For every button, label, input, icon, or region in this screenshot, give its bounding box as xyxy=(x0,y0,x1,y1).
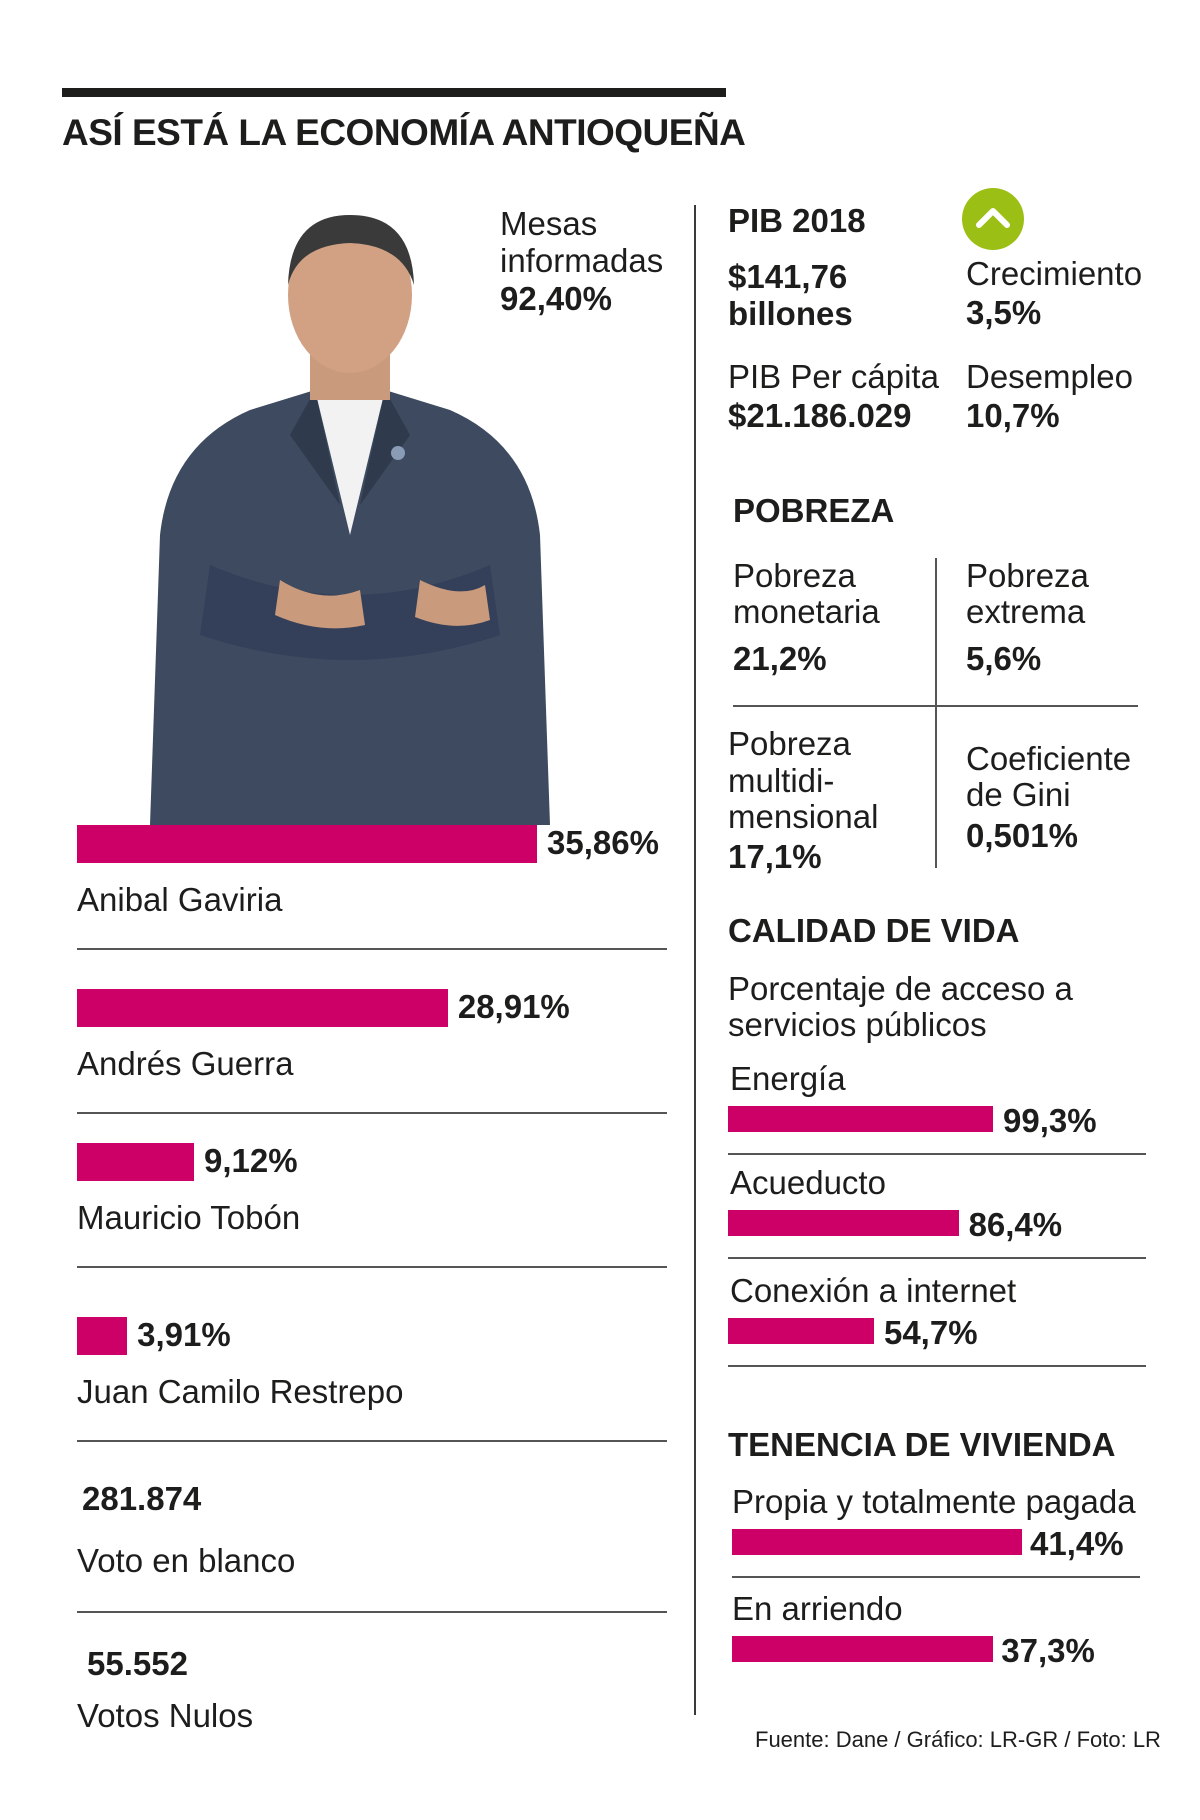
chevron-up-icon xyxy=(976,208,1010,228)
candidate-name: Andrés Guerra xyxy=(77,1045,294,1082)
candidate-bar-value: 28,91% xyxy=(457,988,570,1025)
service-label: Conexión a internet xyxy=(730,1272,1017,1309)
percapita-label: PIB Per cápita xyxy=(728,358,939,395)
service-bar xyxy=(728,1106,993,1132)
divider xyxy=(77,1611,667,1613)
pib-value-line2: billones xyxy=(728,295,853,332)
blank-vote-value: 281.874 xyxy=(82,1480,202,1517)
blank-vote-label: Voto en blanco xyxy=(77,1542,296,1579)
candidate-name: Anibal Gaviria xyxy=(77,881,283,918)
mesas-value: 92,40% xyxy=(500,280,612,317)
calidad-subtitle-line2: servicios públicos xyxy=(728,1006,987,1043)
service-label: Energía xyxy=(730,1060,846,1097)
service-bar-value: 99,3% xyxy=(1003,1102,1097,1139)
monetaria-label-line2: monetaria xyxy=(733,593,880,630)
tenencia-title: TENENCIA DE VIVIENDA xyxy=(728,1426,1116,1463)
divider xyxy=(77,948,667,950)
growth-label: Crecimiento xyxy=(966,255,1143,292)
monetaria-label-line1: Pobreza xyxy=(733,557,856,594)
candidate-bar xyxy=(77,1143,194,1181)
tenencia-bar xyxy=(732,1636,994,1662)
mesas-label-line2: informadas xyxy=(500,242,664,279)
divider xyxy=(728,1257,1146,1259)
page-title: ASÍ ESTÁ LA ECONOMÍA ANTIOQUEÑA xyxy=(62,112,746,153)
divider xyxy=(728,1365,1146,1367)
candidate-bar-value: 3,91% xyxy=(137,1316,231,1353)
divider xyxy=(77,1112,667,1114)
divider xyxy=(728,1153,1146,1155)
divider xyxy=(77,1440,667,1442)
service-bar xyxy=(728,1210,959,1236)
column-divider xyxy=(694,205,696,1715)
candidate-bar xyxy=(77,1317,128,1355)
tenencia-bar-value: 41,4% xyxy=(1030,1525,1124,1562)
service-bar xyxy=(728,1318,874,1344)
pib-title: PIB 2018 xyxy=(728,202,866,239)
null-vote-label: Votos Nulos xyxy=(77,1697,254,1734)
candidate-bar-value: 9,12% xyxy=(203,1142,298,1179)
calidad-subtitle-line1: Porcentaje de acceso a xyxy=(728,970,1073,1007)
pib-value-line1: $141,76 xyxy=(728,258,848,295)
service-label: Acueducto xyxy=(730,1164,886,1201)
gini-value: 0,501% xyxy=(966,817,1078,854)
gini-label-line1: Coeficiente xyxy=(966,740,1132,777)
pobreza-vertical-divider xyxy=(935,558,937,868)
candidate-bar xyxy=(77,989,448,1027)
candidate-name: Mauricio Tobón xyxy=(77,1199,301,1236)
candidate-bar xyxy=(77,825,537,863)
multi-label-line2: multidi- xyxy=(728,762,835,799)
tenencia-bar-value: 37,3% xyxy=(1001,1632,1095,1669)
service-bar-value: 54,7% xyxy=(883,1314,978,1351)
growth-indicator xyxy=(962,188,1024,250)
unemployment-value: 10,7% xyxy=(966,397,1060,434)
divider xyxy=(77,1266,667,1268)
candidate-name: Juan Camilo Restrepo xyxy=(77,1373,404,1410)
extrema-label-line2: extrema xyxy=(966,593,1086,630)
extrema-value: 5,6% xyxy=(966,640,1042,677)
null-vote-value: 55.552 xyxy=(87,1645,188,1682)
service-bar-value: 86,4% xyxy=(968,1206,1063,1243)
extrema-label-line1: Pobreza xyxy=(966,557,1089,594)
candidate-photo xyxy=(150,215,550,825)
tenencia-label: Propia y totalmente pagada xyxy=(732,1483,1136,1520)
multi-label-line3: mensional xyxy=(728,798,879,835)
pobreza-title: POBREZA xyxy=(733,492,895,529)
multi-label-line1: Pobreza xyxy=(728,725,851,762)
divider xyxy=(732,1576,1140,1578)
tenencia-bar xyxy=(732,1529,1022,1555)
candidate-bar-value: 35,86% xyxy=(547,824,659,861)
title-rule xyxy=(62,88,726,97)
monetaria-value: 21,2% xyxy=(733,640,827,677)
unemployment-label: Desempleo xyxy=(966,358,1133,395)
percapita-value: $21.186.029 xyxy=(728,397,912,434)
multi-value: 17,1% xyxy=(728,838,822,875)
source-note: Fuente: Dane / Gráfico: LR-GR / Foto: LR xyxy=(755,1727,1161,1752)
growth-value: 3,5% xyxy=(966,294,1042,331)
mesas-label-line1: Mesas xyxy=(500,205,598,242)
calidad-title: CALIDAD DE VIDA xyxy=(728,912,1020,949)
gini-label-line2: de Gini xyxy=(966,776,1071,813)
pobreza-horizontal-divider xyxy=(733,705,1138,707)
tenencia-label: En arriendo xyxy=(732,1590,903,1627)
